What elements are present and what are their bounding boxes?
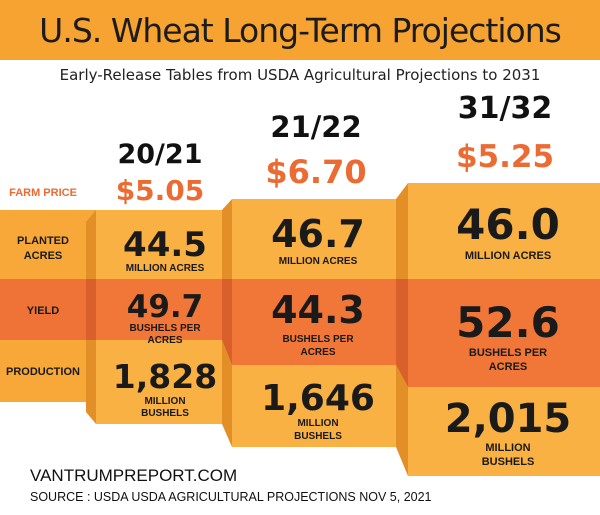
year-label: 31/32 <box>458 91 552 126</box>
col3-block-acres <box>408 183 600 279</box>
row-label-acres: ACRES <box>24 250 63 262</box>
col3-side-acres <box>396 183 408 279</box>
year-label: 21/22 <box>270 110 361 144</box>
column-2020-21 <box>86 210 222 424</box>
col1-block-production <box>96 340 222 424</box>
price-value: $5.25 <box>456 139 554 175</box>
production-unit: BUSHELS <box>141 408 189 419</box>
page-title: U.S. Wheat Long-Term Projections <box>39 10 562 50</box>
yield-unit: BUSHELS PER <box>469 347 547 359</box>
col3-block-yield <box>408 279 600 387</box>
col2-side-production <box>222 340 232 447</box>
row-label-farm-price: FARM PRICE <box>9 187 77 199</box>
acres-value: 46.0 <box>456 200 560 249</box>
price-value: $6.70 <box>265 153 366 191</box>
row-label-yield: YIELD <box>27 305 59 317</box>
col1-side-production <box>86 340 96 424</box>
yield-unit: ACRES <box>300 347 335 358</box>
production-unit: BUSHELS <box>294 431 342 442</box>
production-value: 2,015 <box>445 396 572 442</box>
col3-block-production <box>408 387 600 476</box>
production-unit: MILLION <box>144 396 185 407</box>
yield-value: 44.3 <box>271 288 365 332</box>
col1-block-acres <box>96 210 222 279</box>
production-value: 1,828 <box>113 357 217 396</box>
col1-side-yield <box>86 279 96 340</box>
subtitle: Early-Release Tables from USDA Agricultu… <box>59 66 541 84</box>
year-label: 20/21 <box>117 139 202 170</box>
title-bar: U.S. Wheat Long-Term Projections <box>0 0 600 60</box>
yield-unit: ACRES <box>489 361 528 373</box>
source-note: SOURCE : USDA USDA AGRICULTURAL PROJECTI… <box>30 490 432 504</box>
acres-unit: MILLION ACRES <box>126 263 205 274</box>
acres-unit: MILLION ACRES <box>279 256 358 267</box>
row-label-planted: PLANTED <box>17 235 69 247</box>
yield-unit: BUSHELS PER <box>282 334 354 345</box>
col2-block-yield <box>232 279 396 365</box>
acres-value: 46.7 <box>271 212 365 256</box>
yield-unit: BUSHELS PER <box>129 323 201 334</box>
row-label-production: PRODUCTION <box>6 366 80 378</box>
production-unit: MILLION <box>297 418 338 429</box>
production-unit: MILLION <box>485 442 530 454</box>
website-credit: VANTRUMPREPORT.COM <box>30 466 238 485</box>
yield-unit: ACRES <box>147 335 182 346</box>
col1-block-yield <box>96 279 222 340</box>
col2-side-yield <box>222 279 232 365</box>
yield-value: 49.7 <box>127 289 204 325</box>
yield-value: 52.6 <box>456 298 560 347</box>
col3-side-yield <box>396 279 408 387</box>
column-2031-32 <box>396 183 600 476</box>
price-value: $5.05 <box>116 174 205 207</box>
col3-side-production <box>396 365 408 476</box>
acres-value: 44.5 <box>123 225 207 265</box>
acres-unit: MILLION ACRES <box>465 250 551 262</box>
col2-block-acres <box>232 199 396 279</box>
col2-block-production <box>232 365 396 447</box>
col1-side-acres <box>86 210 96 279</box>
production-unit: BUSHELS <box>482 456 535 468</box>
production-value: 1,646 <box>261 378 375 419</box>
col2-side-acres <box>222 199 232 279</box>
column-2021-22 <box>222 199 396 447</box>
